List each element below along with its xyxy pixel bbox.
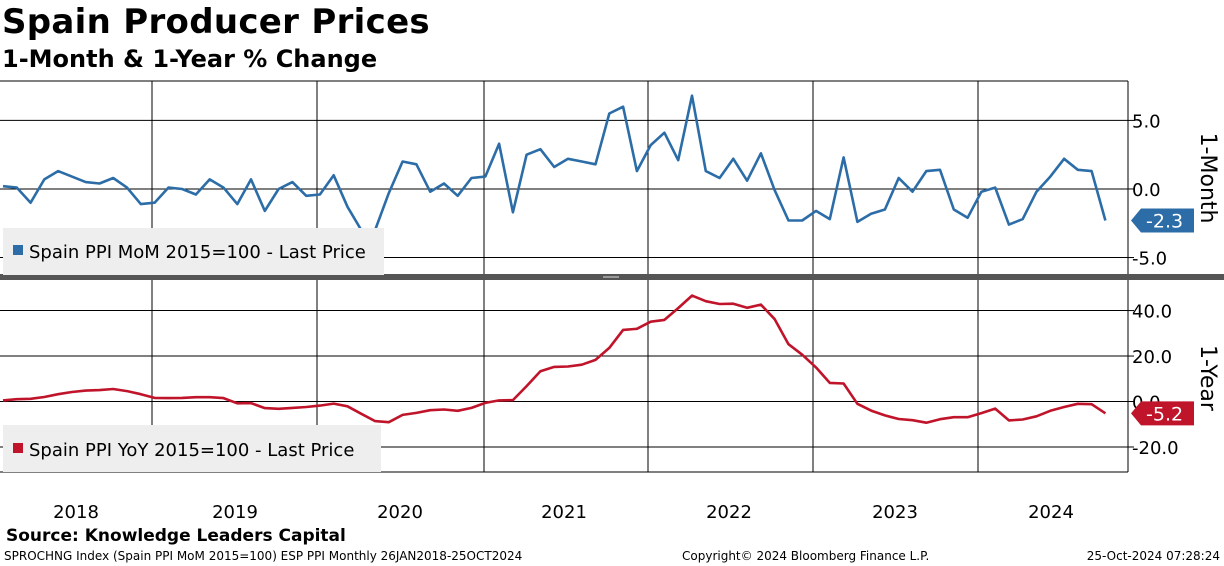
- last-value-tag-yoy-shape: [1131, 401, 1194, 426]
- legend-mom-label: Spain PPI MoM 2015=100 - Last Price: [29, 242, 366, 263]
- legend-mom: Spain PPI MoM 2015=100 - Last Price: [3, 228, 384, 275]
- last-value-tag-mom-shape: [1131, 208, 1194, 233]
- footer-copyright: Copyright© 2024 Bloomberg Finance L.P.: [682, 549, 930, 563]
- y-tick-label: -20.0: [1132, 438, 1179, 459]
- last-value-yoy: -5.2: [1146, 403, 1183, 425]
- last-value-tag-mom: -2.3: [1131, 208, 1194, 233]
- y-tick-label: 40.0: [1132, 302, 1172, 323]
- y-tick-label: 5.0: [1132, 111, 1161, 132]
- y-tick-label: 0.0: [1132, 180, 1161, 201]
- legend-mom-swatch: [13, 245, 23, 255]
- series-line-mom: [2, 94, 1107, 232]
- legend-yoy-label: Spain PPI YoY 2015=100 - Last Price: [29, 440, 354, 461]
- chart-subtitle: 1-Month & 1-Year % Change: [2, 45, 378, 73]
- y-ticks-bottom: 40.0 20.0 0.0 -20.0: [1132, 302, 1179, 459]
- axis-title-1-month: 1-Month: [1195, 133, 1220, 224]
- x-year-label: 2021: [541, 502, 587, 523]
- series-line-yoy: [2, 294, 1107, 425]
- x-axis-years: 2018 2019 2020 2021 2022 2023 2024: [53, 502, 1074, 523]
- x-year-label: 2020: [377, 502, 423, 523]
- separator-grip[interactable]: [603, 276, 619, 278]
- last-value-tag-yoy: -5.2: [1131, 401, 1194, 426]
- footer-timestamp: 25-Oct-2024 07:28:24: [1086, 549, 1220, 563]
- source-note: Source: Knowledge Leaders Capital: [6, 526, 346, 546]
- chart-title: Spain Producer Prices: [2, 2, 430, 42]
- x-year-label: 2023: [872, 502, 918, 523]
- last-value-mom: -2.3: [1146, 211, 1183, 233]
- x-year-label: 2024: [1028, 502, 1074, 523]
- x-year-label: 2022: [706, 502, 752, 523]
- footer-ticker: SPROCHNG Index (Spain PPI MoM 2015=100) …: [4, 549, 523, 563]
- y-tick-label: -5.0: [1132, 249, 1167, 270]
- y-tick-label: 20.0: [1132, 347, 1172, 368]
- x-year-label: 2019: [212, 502, 258, 523]
- series-lines: [2, 94, 1107, 425]
- legend-yoy-swatch: [13, 443, 23, 453]
- legend-yoy: Spain PPI YoY 2015=100 - Last Price: [3, 425, 381, 472]
- legend-mom-box: [3, 228, 384, 275]
- x-year-label: 2018: [53, 502, 99, 523]
- legend-yoy-box: [3, 425, 381, 472]
- y-ticks-top: 5.0 0.0 -5.0: [1132, 111, 1167, 269]
- axis-title-1-year: 1-Year: [1195, 345, 1220, 412]
